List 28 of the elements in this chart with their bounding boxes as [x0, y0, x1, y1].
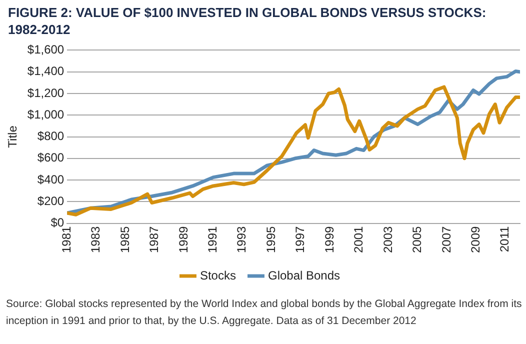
legend-label: Global Bonds [268, 268, 340, 282]
x-tick-label: 2003 [380, 226, 395, 254]
source-note: Source: Global stocks represented by the World Index and global bonds by the Global Aggregate Index from its inception in 1991 and prior to that, by the U.S. Aggregate. Data as of 31 December 2012 [6, 297, 522, 329]
x-tick-label: 1991 [206, 226, 220, 254]
x-tick-label: 2011 [498, 226, 512, 252]
x-tick-label: 1987 [147, 226, 162, 254]
y-tick-label: $1,000 [27, 107, 64, 122]
x-tick-label: 2009 [468, 226, 482, 254]
x-tick-label: 2007 [439, 226, 454, 254]
x-tick-label: 1993 [234, 226, 249, 254]
chart-title: FIGURE 2: VALUE OF $100 INVESTED IN GLOBAL BONDS VERSUS STOCKS: 1982-2012 [8, 4, 488, 38]
x-tick-label: 2005 [410, 226, 424, 254]
x-tick-label: 1995 [264, 226, 278, 254]
y-tick-label: $600 [37, 150, 64, 165]
x-tick-label: 1997 [293, 226, 308, 254]
y-tick-label: $200 [37, 194, 64, 208]
x-tick-label: 1983 [88, 226, 103, 254]
y-axis-title: Title [6, 125, 20, 148]
x-tick-label: 2001 [352, 226, 366, 254]
y-tick-label: $400 [37, 172, 64, 186]
y-tick-label: $1,400 [27, 64, 64, 78]
legend-label: Stocks [200, 268, 236, 282]
y-tick-label: $1,600 [27, 42, 64, 57]
y-tick-label: $800 [37, 129, 64, 144]
x-tick-label: 1989 [176, 226, 190, 254]
x-tick-label: 1985 [118, 226, 132, 254]
y-tick-label: $1,200 [27, 86, 64, 100]
x-tick-label: 1999 [322, 226, 336, 254]
